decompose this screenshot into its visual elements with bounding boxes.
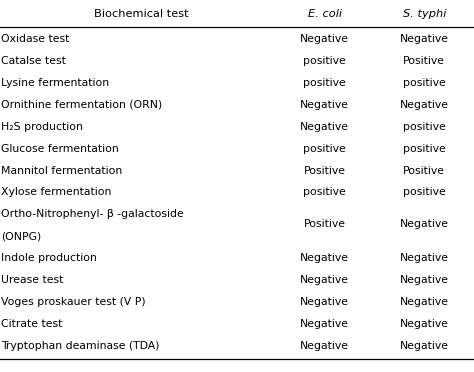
Text: Negative: Negative	[300, 319, 349, 329]
Text: Catalse test: Catalse test	[1, 56, 66, 66]
Text: Negative: Negative	[400, 100, 449, 110]
Text: Negative: Negative	[300, 34, 349, 44]
Text: positive: positive	[403, 187, 446, 198]
Text: positive: positive	[403, 122, 446, 132]
Text: positive: positive	[403, 144, 446, 154]
Text: Negative: Negative	[300, 341, 349, 351]
Text: Citrate test: Citrate test	[1, 319, 62, 329]
Text: positive: positive	[303, 56, 346, 66]
Text: Tryptophan deaminase (TDA): Tryptophan deaminase (TDA)	[1, 341, 159, 351]
Text: Lysine fermentation: Lysine fermentation	[1, 78, 109, 88]
Text: Ornithine fermentation (ORN): Ornithine fermentation (ORN)	[1, 100, 162, 110]
Text: Negative: Negative	[400, 34, 449, 44]
Text: Negative: Negative	[300, 275, 349, 285]
Text: positive: positive	[303, 187, 346, 198]
Text: Ortho-Nitrophenyl- β -galactoside: Ortho-Nitrophenyl- β -galactoside	[1, 209, 184, 219]
Text: Indole production: Indole production	[1, 253, 97, 263]
Text: S. typhi: S. typhi	[402, 9, 446, 19]
Text: Positive: Positive	[403, 166, 445, 176]
Text: (ONPG): (ONPG)	[1, 231, 41, 241]
Text: Positive: Positive	[304, 219, 346, 229]
Text: positive: positive	[303, 78, 346, 88]
Text: Oxidase test: Oxidase test	[1, 34, 69, 44]
Text: Negative: Negative	[400, 275, 449, 285]
Text: Glucose fermentation: Glucose fermentation	[1, 144, 118, 154]
Text: positive: positive	[403, 78, 446, 88]
Text: Xylose fermentation: Xylose fermentation	[1, 187, 111, 198]
Text: H₂S production: H₂S production	[1, 122, 83, 132]
Text: Biochemical test: Biochemical test	[94, 9, 189, 19]
Text: E. coli: E. coli	[308, 9, 342, 19]
Text: Positive: Positive	[304, 166, 346, 176]
Text: Negative: Negative	[400, 253, 449, 263]
Text: positive: positive	[303, 144, 346, 154]
Text: Negative: Negative	[300, 297, 349, 307]
Text: Negative: Negative	[300, 253, 349, 263]
Text: Urease test: Urease test	[1, 275, 64, 285]
Text: Negative: Negative	[400, 297, 449, 307]
Text: Negative: Negative	[400, 319, 449, 329]
Text: Positive: Positive	[403, 56, 445, 66]
Text: Negative: Negative	[400, 219, 449, 229]
Text: Mannitol fermentation: Mannitol fermentation	[1, 166, 122, 176]
Text: Negative: Negative	[300, 122, 349, 132]
Text: Negative: Negative	[400, 341, 449, 351]
Text: Negative: Negative	[300, 100, 349, 110]
Text: Voges proskauer test (V P): Voges proskauer test (V P)	[1, 297, 146, 307]
